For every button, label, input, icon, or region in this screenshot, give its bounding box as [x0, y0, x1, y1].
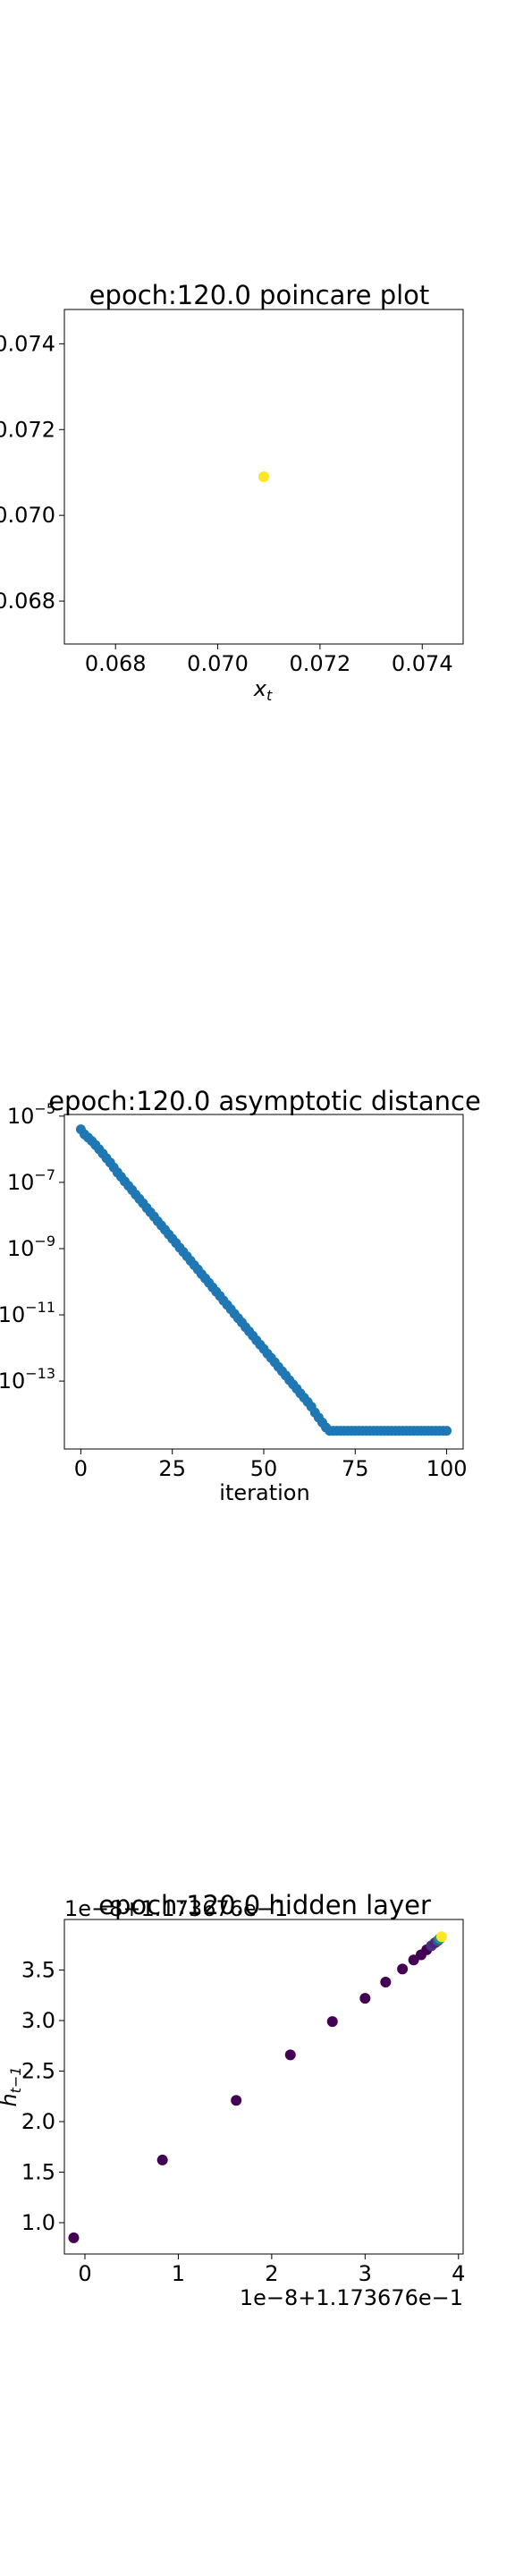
hidden-layer-chart: epoch:120.0 hidden layer 1e−8+1.173676e−…	[0, 1890, 465, 2310]
y-tick-label: 2.5	[21, 2058, 55, 2083]
poincare-title: epoch:120.0 poincare plot	[89, 280, 430, 310]
y-tick-label: 0.070	[0, 503, 55, 528]
y-tick-label: 1.0	[21, 2210, 55, 2235]
y-tick-label: 0.072	[0, 417, 55, 442]
hidden-y-label: ht−1	[0, 2066, 24, 2106]
data-point	[359, 1993, 371, 2004]
x-tick-label: 0	[74, 1456, 88, 1481]
y-tick-label: 10−13	[0, 1365, 55, 1394]
hidden-points	[68, 1931, 447, 2243]
x-tick-label: 100	[426, 1456, 468, 1481]
y-tick-label: 3.0	[21, 2008, 55, 2033]
y-tick-label: 1.5	[21, 2159, 55, 2184]
y-tick-label: 10−7	[7, 1166, 55, 1195]
poincare-points	[258, 471, 269, 482]
x-tick-label: 75	[342, 1456, 369, 1481]
x-tick-label: 0.072	[290, 651, 351, 676]
distance-x-ticks: 0 25 50 75 100	[74, 1449, 468, 1481]
x-tick-label: 0	[78, 2261, 91, 2286]
x-tick-label: 2	[265, 2261, 278, 2286]
asymptotic-distance-chart: epoch:120.0 asymptotic distance 0 25 50 75 1…	[0, 1086, 481, 1505]
hidden-axes-frame	[63, 1919, 464, 2255]
data-point	[326, 2016, 338, 2028]
data-point	[435, 1931, 447, 1943]
poincare-x-label: xt	[253, 676, 273, 704]
y-tick-label: 3.5	[21, 1957, 55, 1982]
x-tick-label: 0.074	[392, 651, 453, 676]
data-point	[442, 1426, 452, 1436]
hidden-x-offset-text: 1e−8+1.173676e−1	[240, 2285, 463, 2310]
x-tick-label: 4	[452, 2261, 465, 2286]
distance-points	[75, 1124, 452, 1436]
distance-x-label: iteration	[219, 1480, 309, 1505]
data-point	[284, 2049, 296, 2061]
poincare-y-ticks: 0.068 0.070 0.072 0.074	[0, 331, 64, 614]
y-tick-label: 10−5	[7, 1100, 55, 1129]
hidden-title: epoch:120.0 hidden layer	[98, 1890, 431, 1920]
x-tick-label: 1	[172, 2261, 185, 2286]
hidden-y-offset-text: 1e−8+1.173676e−1	[64, 1896, 288, 1921]
poincare-axes-frame	[63, 309, 464, 645]
data-point	[258, 471, 269, 482]
hidden-x-ticks: 0 1 2 3 4	[78, 2254, 465, 2286]
y-tick-label: 2.0	[21, 2109, 55, 2134]
y-tick-label: 10−11	[0, 1299, 55, 1327]
distance-axes-frame	[63, 1114, 464, 1450]
poincare-x-ticks: 0.068 0.070 0.072 0.074	[85, 644, 453, 676]
y-tick-label: 10−9	[7, 1233, 55, 1261]
y-tick-label: 0.068	[0, 589, 55, 614]
x-tick-label: 0.070	[187, 651, 249, 676]
distance-title: epoch:120.0 asymptotic distance	[48, 1086, 481, 1116]
x-tick-label: 3	[359, 2261, 372, 2286]
x-tick-label: 0.068	[85, 651, 147, 676]
poincare-chart: epoch:120.0 poincare plot 0.068 0.070 0.07…	[0, 280, 464, 704]
data-point	[380, 1977, 392, 1988]
data-point	[68, 2232, 80, 2243]
data-point	[231, 2095, 242, 2106]
data-point	[156, 2154, 168, 2165]
x-tick-label: 50	[250, 1456, 278, 1481]
y-tick-label: 0.074	[0, 331, 55, 356]
hidden-y-ticks: 1.0 1.5 2.0 2.5 3.0 3.5	[21, 1957, 64, 2235]
distance-y-ticks: 10−13 10−11 10−9 10−7 10−5	[0, 1100, 64, 1394]
data-point	[397, 1963, 409, 1975]
x-tick-label: 25	[158, 1456, 186, 1481]
